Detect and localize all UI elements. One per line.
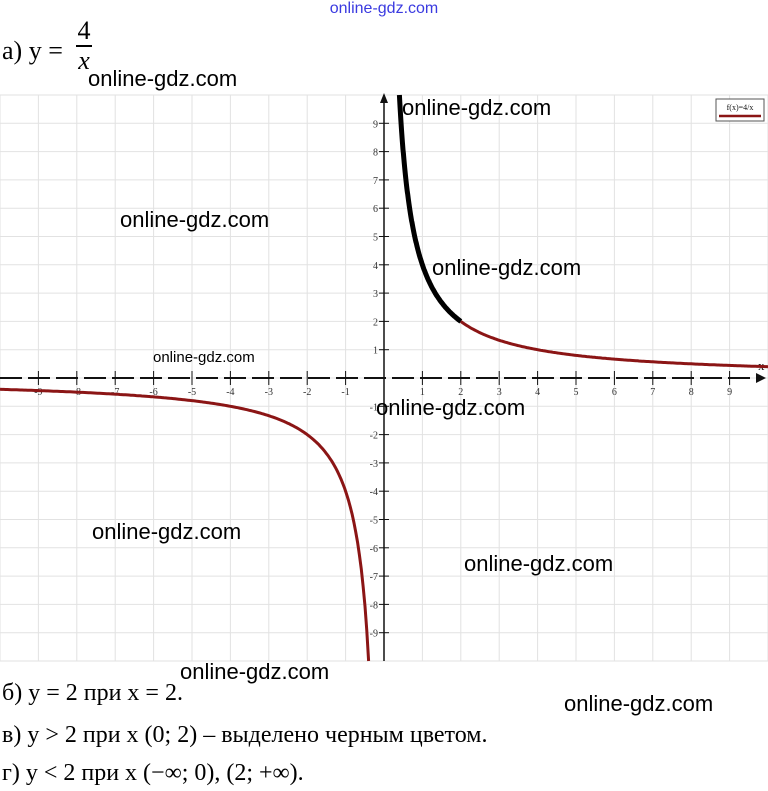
y-tick-label: -4 xyxy=(370,487,378,498)
legend-label: f(x)=4/x xyxy=(727,103,754,112)
y-tick-label: 3 xyxy=(373,289,378,300)
function-graph: -9 -8 -7 -6 -5 -4 -3 -2 -1 1 2 3 4 5 6 7 8 9-9-8-7-6-5-4-… xyxy=(0,93,768,662)
x-tick-label: -3 xyxy=(265,387,273,398)
answer-g: г) y < 2 при x (−∞; 0), (2; +∞). xyxy=(2,760,304,786)
curve-segment xyxy=(459,320,768,369)
answer-b: б) y = 2 при x = 2. xyxy=(2,680,183,706)
highlighted-curve-segment xyxy=(396,94,463,324)
y-tick-label: -1 xyxy=(370,402,378,413)
watermark: online-gdz.com xyxy=(376,395,526,420)
y-tick-label: 7 xyxy=(373,176,378,187)
y-tick-label: 1 xyxy=(373,346,378,357)
y-tick-label: -3 xyxy=(370,459,378,470)
y-axis-arrow xyxy=(380,93,388,103)
curve-segment xyxy=(0,387,371,662)
x-tick-label: 8 xyxy=(689,387,694,398)
x-tick-label: 2 xyxy=(458,387,463,398)
x-tick-label: 7 xyxy=(650,387,655,398)
y-tick-label: 4 xyxy=(373,261,378,272)
watermark: online-gdz.com xyxy=(329,0,439,17)
y-tick-label: -7 xyxy=(370,572,378,583)
x-tick-label: 1 xyxy=(420,387,425,398)
y-tick-label: 8 xyxy=(373,148,378,159)
x-tick-label: -2 xyxy=(303,387,311,398)
watermark: online-gdz.com xyxy=(153,349,255,366)
y-tick-label: -9 xyxy=(370,629,378,640)
x-tick-label: -9 xyxy=(34,387,42,398)
watermark: online-gdz.com xyxy=(402,95,552,120)
x-axis-arrow xyxy=(756,373,766,383)
answer-v: в) y > 2 при x (0; 2) – выделено черным … xyxy=(2,722,488,748)
watermark: online-gdz.com xyxy=(120,207,270,232)
x-tick-label: -7 xyxy=(111,387,119,398)
x-tick-label: 5 xyxy=(574,387,579,398)
fraction: 4 x xyxy=(76,18,92,74)
watermark: online-gdz.com xyxy=(92,519,242,544)
y-tick-label: 2 xyxy=(373,317,378,328)
x-tick-label: -5 xyxy=(188,387,196,398)
x-tick-label: 6 xyxy=(612,387,617,398)
x-tick-label: 9 xyxy=(727,387,732,398)
x-tick-label: -4 xyxy=(226,387,234,398)
numerator: 4 xyxy=(77,16,91,45)
watermark: online-gdz.com xyxy=(464,551,614,576)
y-tick-label: 5 xyxy=(373,233,378,244)
y-tick-label: -6 xyxy=(370,544,378,555)
x-tick-label: -6 xyxy=(149,387,157,398)
y-tick-label: -8 xyxy=(370,600,378,611)
x-tick-label: 4 xyxy=(535,387,540,398)
y-tick-label: -2 xyxy=(370,431,378,442)
x-tick-label: -1 xyxy=(341,387,349,398)
y-tick-label: -5 xyxy=(370,516,378,527)
x-tick-label: 3 xyxy=(497,387,502,398)
y-tick-label: 6 xyxy=(373,204,378,215)
watermark: online-gdz.com xyxy=(88,66,238,91)
watermark: online-gdz.com xyxy=(564,691,714,716)
watermark: online-gdz.com xyxy=(180,659,330,684)
denominator: x xyxy=(78,46,90,75)
watermark: online-gdz.com xyxy=(432,255,582,280)
part-a-label: а) y = xyxy=(2,36,63,65)
y-tick-label: 9 xyxy=(373,119,378,130)
